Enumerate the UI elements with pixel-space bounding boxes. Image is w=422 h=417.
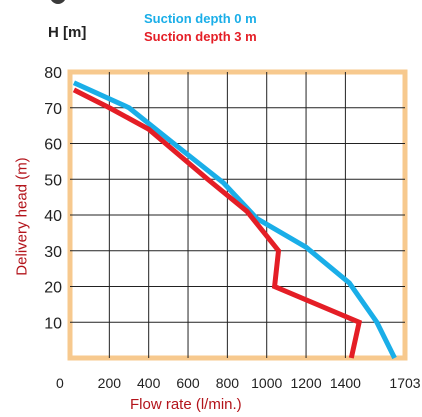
- series-line-0: [72, 80, 397, 360]
- series-line-1: [72, 87, 363, 359]
- x-tick-label-200: 200: [98, 375, 122, 391]
- grid-lines: [70, 72, 405, 358]
- x-tick-label-1703: 1703: [389, 375, 420, 391]
- x-tick-label-800: 800: [216, 375, 240, 391]
- series-lines: [72, 80, 397, 360]
- x-tick-label-1400: 1400: [330, 375, 361, 391]
- x-tick-label-1000: 1000: [251, 375, 282, 391]
- y-tick-label-50: 50: [44, 172, 62, 189]
- x-tick-label-400: 400: [137, 375, 161, 391]
- x-axis-label: Flow rate (l/min.): [130, 396, 242, 413]
- y-tick-label-70: 70: [44, 101, 62, 118]
- y-tick-label-60: 60: [44, 137, 62, 154]
- y-tick-label-20: 20: [44, 280, 62, 297]
- legend-entry-suction-3m: Suction depth 3 m: [144, 29, 257, 44]
- y-tick-label-10: 10: [44, 315, 62, 332]
- logo-fragment: [50, 0, 66, 4]
- y-unit-label: H [m]: [48, 24, 87, 41]
- x-tick-label-600: 600: [176, 375, 200, 391]
- x-tick-label-1200: 1200: [290, 375, 321, 391]
- y-tick-labels: 10 20 30 40 50 60 70 80: [44, 65, 62, 332]
- y-tick-label-40: 40: [44, 208, 62, 225]
- x-tick-label-0: 0: [56, 375, 64, 391]
- x-tick-labels: 0 200 400 600 800 1000 1200 1400 1703: [56, 375, 421, 391]
- legend-entry-suction-0m: Suction depth 0 m: [144, 11, 257, 26]
- y-tick-label-80: 80: [44, 65, 62, 82]
- y-tick-label-30: 30: [44, 244, 62, 261]
